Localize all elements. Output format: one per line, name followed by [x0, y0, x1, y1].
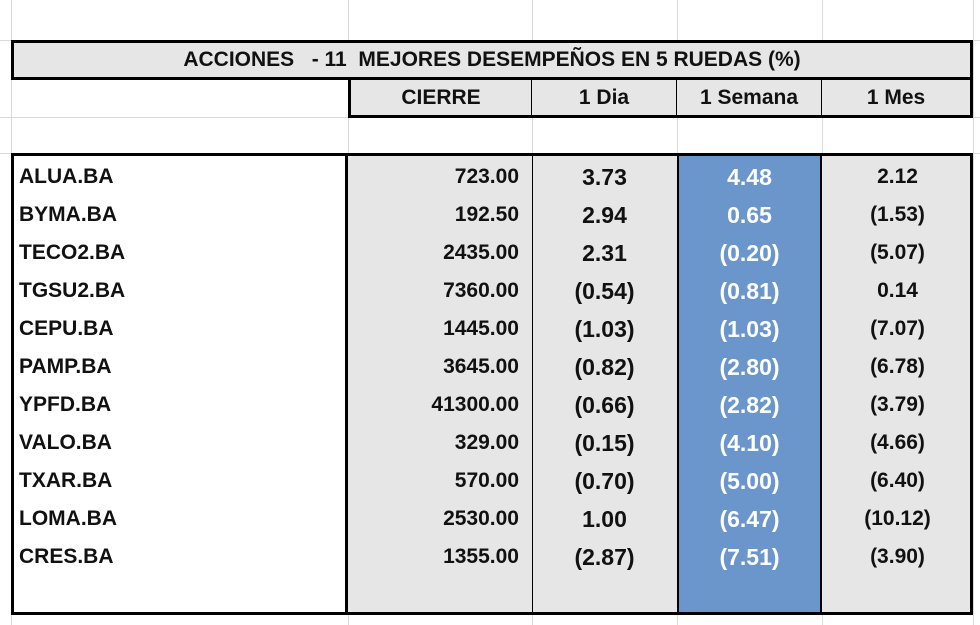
- ticker-column: [11, 153, 348, 615]
- semana-cell: 0.65: [727, 202, 772, 228]
- cierre-cell: 1445.00: [443, 317, 519, 340]
- semana-cell: 4.48: [727, 164, 772, 190]
- table-row: TGSU2.BA 7360.00 (0.54) (0.81) 0.14: [11, 272, 973, 310]
- ticker-cell: ALUA.BA: [19, 165, 114, 188]
- table-row: YPFD.BA 41300.00 (0.66) (2.82) (3.79): [11, 386, 973, 424]
- cierre-cell: 3645.00: [443, 355, 519, 378]
- ticker-cell: LOMA.BA: [19, 507, 117, 530]
- header-cierre: CIERRE: [348, 80, 532, 118]
- mes-column: [822, 153, 973, 615]
- ticker-cell: CEPU.BA: [19, 317, 114, 340]
- cierre-cell: 2435.00: [443, 241, 519, 264]
- ticker-cell: BYMA.BA: [19, 203, 117, 226]
- cierre-cell: 570.00: [454, 469, 519, 492]
- semana-cell: (7.51): [719, 544, 780, 570]
- mes-cell: (4.66): [870, 431, 925, 454]
- table-row: VALO.BA 329.00 (0.15) (4.10) (4.66): [11, 424, 973, 462]
- table-row: LOMA.BA 2530.00 1.00 (6.47) (10.12): [11, 500, 973, 538]
- cierre-cell: 329.00: [454, 431, 519, 454]
- mes-cell: 2.12: [877, 165, 918, 188]
- cierre-column: [348, 153, 532, 615]
- semana-cell: (1.03): [719, 316, 780, 342]
- dia-cell: (0.82): [574, 354, 635, 380]
- dia-cell: (0.15): [574, 430, 635, 456]
- dia-cell: (0.66): [574, 392, 635, 418]
- dia-cell: 1.00: [582, 506, 627, 532]
- gridline: [973, 0, 974, 625]
- ticker-cell: PAMP.BA: [19, 355, 112, 378]
- table-row: CEPU.BA 1445.00 (1.03) (1.03) (7.07): [11, 310, 973, 348]
- mes-cell: (10.12): [864, 507, 931, 530]
- mes-cell: (3.90): [870, 545, 925, 568]
- semana-cell: (6.47): [719, 506, 780, 532]
- table-row: ALUA.BA 723.00 3.73 4.48 2.12: [11, 158, 973, 196]
- cierre-cell: 2530.00: [443, 507, 519, 530]
- table-row: PAMP.BA 3645.00 (0.82) (2.80) (6.78): [11, 348, 973, 386]
- table-row: TECO2.BA 2435.00 2.31 (0.20) (5.07): [11, 234, 973, 272]
- cierre-cell: 192.50: [454, 203, 519, 226]
- mes-cell: 0.14: [877, 279, 918, 302]
- header-1-dia: 1 Dia: [532, 80, 677, 118]
- cierre-cell: 7360.00: [443, 279, 519, 302]
- header-1-semana: 1 Semana: [677, 80, 822, 118]
- semana-cell: (0.81): [719, 278, 780, 304]
- mes-cell: (5.07): [870, 241, 925, 264]
- dia-cell: 2.94: [582, 202, 627, 228]
- ticker-cell: VALO.BA: [19, 431, 112, 454]
- table-row: TXAR.BA 570.00 (0.70) (5.00) (6.40): [11, 462, 973, 500]
- semana-column-highlight: [677, 153, 822, 615]
- table-row: BYMA.BA 192.50 2.94 0.65 (1.53): [11, 196, 973, 234]
- table-body: ALUA.BA 723.00 3.73 4.48 2.12 BYMA.BA 192.50 2.…: [11, 158, 973, 576]
- mes-cell: (6.78): [870, 355, 925, 378]
- dia-cell: (2.87): [574, 544, 635, 570]
- dia-cell: (1.03): [574, 316, 635, 342]
- ticker-cell: YPFD.BA: [19, 393, 112, 416]
- mes-cell: (1.53): [870, 203, 925, 226]
- semana-cell: (2.80): [719, 354, 780, 380]
- cierre-cell: 723.00: [454, 165, 519, 188]
- dia-cell: (0.54): [574, 278, 635, 304]
- ticker-cell: CRES.BA: [19, 545, 114, 568]
- dia-cell: 2.31: [582, 240, 627, 266]
- cierre-cell: 1355.00: [443, 545, 519, 568]
- dia-cell: 3.73: [582, 164, 627, 190]
- table-row: CRES.BA 1355.00 (2.87) (7.51) (3.90): [11, 538, 973, 576]
- semana-cell: (4.10): [719, 430, 780, 456]
- mes-cell: (3.79): [870, 393, 925, 416]
- ticker-cell: TGSU2.BA: [19, 279, 126, 302]
- table-title: ACCIONES - 11 MEJORES DESEMPEÑOS EN 5 RU…: [11, 40, 973, 80]
- mes-cell: (7.07): [870, 317, 925, 340]
- ticker-cell: TXAR.BA: [19, 469, 113, 492]
- header-1-mes: 1 Mes: [822, 80, 973, 118]
- semana-cell: (0.20): [719, 240, 780, 266]
- semana-cell: (5.00): [719, 468, 780, 494]
- mes-cell: (6.40): [870, 469, 925, 492]
- cierre-cell: 41300.00: [431, 393, 519, 416]
- semana-cell: (2.82): [719, 392, 780, 418]
- ticker-cell: TECO2.BA: [19, 241, 126, 264]
- dia-cell: (0.70): [574, 468, 635, 494]
- dia-column: [532, 153, 677, 615]
